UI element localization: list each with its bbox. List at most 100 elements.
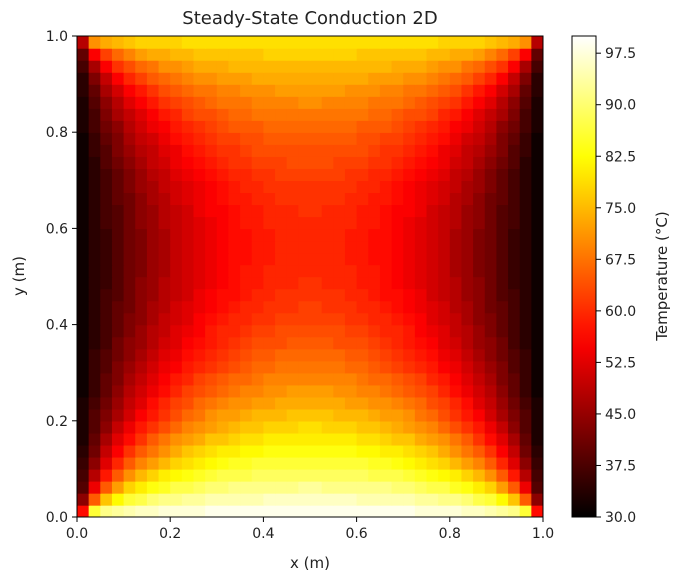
heat-cell (379, 360, 393, 374)
heat-cell (368, 228, 381, 242)
heat-cell (111, 84, 125, 97)
heat-cell (135, 216, 148, 230)
heat-cell (158, 480, 171, 494)
heat-cell (286, 300, 300, 314)
heat-cell (77, 132, 90, 145)
heat-cell (368, 372, 381, 386)
heat-cell (77, 48, 90, 61)
heat-cell (100, 72, 113, 85)
heat-cell (181, 396, 195, 410)
heat-cell (77, 504, 90, 517)
heat-cell (216, 132, 230, 145)
heat-cell (298, 384, 311, 398)
heat-cell (228, 120, 241, 133)
heat-cell (473, 144, 486, 157)
heat-cell (205, 84, 218, 97)
heat-cell (251, 216, 265, 230)
heat-cell (263, 504, 276, 517)
heat-cell (356, 336, 369, 350)
heat-cell (473, 180, 486, 194)
heat-cell (298, 324, 311, 338)
heat-cell (170, 480, 183, 494)
heat-cell (508, 84, 521, 97)
heat-cell (111, 504, 125, 517)
heat-cell (484, 60, 498, 73)
heat-cell (438, 120, 451, 133)
heat-cell (391, 504, 404, 517)
heat-cell (158, 36, 171, 49)
heat-cell (344, 132, 358, 145)
heat-cell (321, 348, 334, 362)
heat-cell (298, 264, 311, 278)
heat-cell (356, 156, 369, 169)
colorbar-label: Temperature (°C) (653, 211, 671, 341)
heat-cell (228, 264, 241, 278)
heat-cell (531, 144, 543, 157)
heat-cell (228, 348, 241, 362)
heat-cell (414, 396, 428, 410)
heat-cell (170, 60, 183, 73)
heat-cell (251, 156, 265, 169)
heat-cell (333, 420, 346, 434)
heat-cell (461, 108, 474, 121)
heat-cell (88, 420, 101, 434)
heat-cell (88, 348, 101, 362)
heat-cell (135, 288, 148, 302)
heat-cell (240, 48, 253, 61)
heat-cell (461, 324, 474, 338)
colorbar-tick-label: 37.5 (605, 458, 636, 474)
heat-cell (449, 228, 463, 242)
heat-cell (484, 300, 498, 314)
heat-cell (135, 60, 148, 73)
heat-cell (193, 192, 206, 206)
heat-cell (379, 336, 393, 350)
heat-cell (473, 96, 486, 109)
heat-cell (181, 312, 195, 326)
heat-cell (88, 432, 101, 446)
heat-cell (484, 48, 498, 61)
heat-cell (379, 468, 393, 482)
heat-cell (310, 120, 323, 133)
heat-cell (286, 48, 300, 61)
heat-cell (181, 252, 195, 266)
heat-cell (403, 444, 416, 458)
heat-cell (449, 420, 463, 434)
heat-cell (449, 252, 463, 266)
heat-cell (298, 132, 311, 145)
heat-cell (368, 48, 381, 61)
heat-cell (146, 492, 160, 506)
heat-cell (123, 504, 136, 517)
heat-cell (496, 36, 509, 49)
heat-cell (100, 120, 113, 133)
heat-cell (519, 228, 533, 242)
heat-cell (146, 252, 160, 266)
heat-cell (123, 108, 136, 121)
heat-cell (100, 108, 113, 121)
heat-cell (228, 336, 241, 350)
heat-cell (449, 324, 463, 338)
heat-cell (123, 144, 136, 157)
heat-cell (449, 264, 463, 278)
heat-cell (111, 228, 125, 242)
heat-cell (240, 240, 253, 254)
heat-cell (123, 72, 136, 85)
heat-cell (473, 492, 486, 506)
heat-cell (519, 252, 533, 266)
heat-cell (170, 456, 183, 470)
heat-cell (123, 456, 136, 470)
heat-cell (310, 72, 323, 85)
heat-cell (298, 144, 311, 157)
heat-cell (88, 288, 101, 302)
heat-cell (77, 144, 90, 157)
heat-cell (298, 60, 311, 73)
heat-cell (426, 276, 439, 290)
heat-cell (496, 480, 509, 494)
heat-cell (158, 336, 171, 350)
heat-cell (251, 492, 265, 506)
heat-cell (181, 96, 195, 109)
heat-cell (310, 144, 323, 157)
heat-cell (77, 264, 90, 278)
heat-cell (379, 480, 393, 494)
heat-cell (484, 168, 498, 181)
